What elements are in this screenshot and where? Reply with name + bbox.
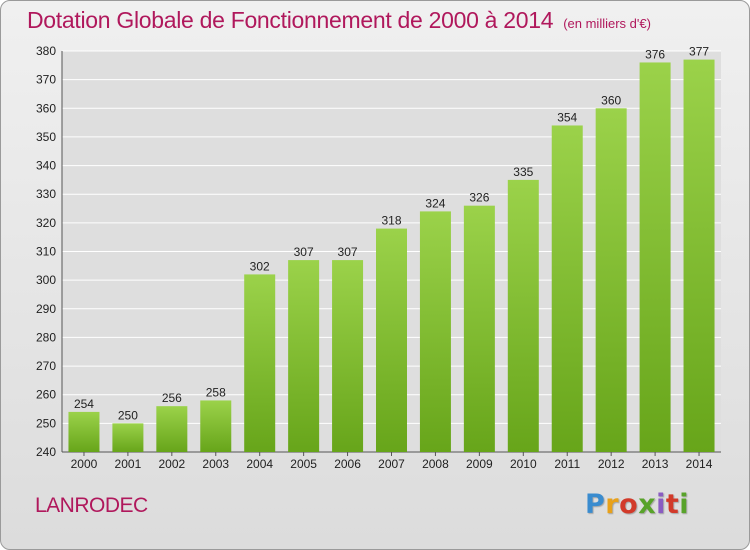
data-label: 377: [689, 45, 709, 59]
bar: [507, 179, 539, 452]
bar: [244, 274, 276, 452]
bar: [595, 108, 627, 453]
x-tick-label: 2005: [290, 457, 317, 471]
data-label: 307: [338, 245, 358, 259]
y-tick-label: 250: [36, 416, 56, 430]
x-tick-label: 2013: [642, 457, 669, 471]
data-label: 324: [425, 196, 445, 210]
x-tick-label: 2008: [422, 457, 449, 471]
x-tick-label: 2007: [378, 457, 405, 471]
bar: [551, 125, 583, 452]
x-tick-label: 2014: [686, 457, 713, 471]
data-label: 307: [294, 245, 314, 259]
y-tick-label: 300: [36, 273, 56, 287]
x-tick-label: 2010: [510, 457, 537, 471]
x-tick-label: 2003: [202, 457, 229, 471]
bar: [683, 59, 715, 452]
data-label: 258: [206, 385, 226, 399]
y-tick-label: 370: [36, 73, 56, 87]
bar: [288, 260, 320, 452]
x-tick-label: 2001: [115, 457, 142, 471]
x-tick-label: 2009: [466, 457, 493, 471]
data-label: 250: [118, 408, 138, 422]
bar: [419, 211, 451, 452]
data-label: 302: [250, 259, 270, 273]
bar: [639, 62, 671, 452]
x-tick-label: 2011: [554, 457, 580, 471]
y-tick-label: 260: [36, 388, 56, 402]
x-tick-label: 2002: [158, 457, 185, 471]
bar: [200, 400, 232, 452]
data-label: 335: [513, 165, 533, 179]
chart-title: Dotation Globale de Fonctionnement de 20…: [27, 7, 651, 34]
y-tick-label: 290: [36, 302, 56, 316]
bar: [112, 423, 144, 452]
y-tick-label: 240: [36, 445, 56, 459]
data-label: 360: [601, 93, 621, 107]
data-label: 256: [162, 391, 182, 405]
bar: [156, 406, 188, 452]
title-unit: (en milliers d'€): [563, 16, 651, 31]
x-tick-label: 2012: [598, 457, 625, 471]
data-label: 354: [557, 110, 577, 124]
x-tick-label: 2004: [246, 457, 273, 471]
y-tick-label: 270: [36, 359, 56, 373]
bar: [463, 205, 495, 452]
y-tick-label: 280: [36, 330, 56, 344]
bar: [376, 228, 407, 452]
y-tick-label: 320: [36, 216, 56, 230]
y-tick-label: 310: [36, 245, 56, 259]
data-label: 376: [645, 47, 665, 61]
proxiti-logo: Proxiti: [585, 489, 690, 520]
data-label: 326: [469, 191, 489, 205]
y-tick-label: 330: [36, 187, 56, 201]
y-tick-label: 350: [36, 130, 56, 144]
data-label: 254: [74, 397, 94, 411]
y-tick-label: 340: [36, 159, 56, 173]
bar: [332, 260, 364, 452]
y-tick-label: 380: [36, 44, 56, 58]
x-tick-label: 2000: [71, 457, 98, 471]
y-tick-label: 360: [36, 101, 56, 115]
data-label: 318: [381, 214, 401, 228]
bar: [68, 411, 100, 452]
title-text: Dotation Globale de Fonctionnement de 20…: [27, 7, 554, 33]
x-tick-label: 2006: [334, 457, 361, 471]
commune-name: LANRODEC: [35, 494, 148, 517]
